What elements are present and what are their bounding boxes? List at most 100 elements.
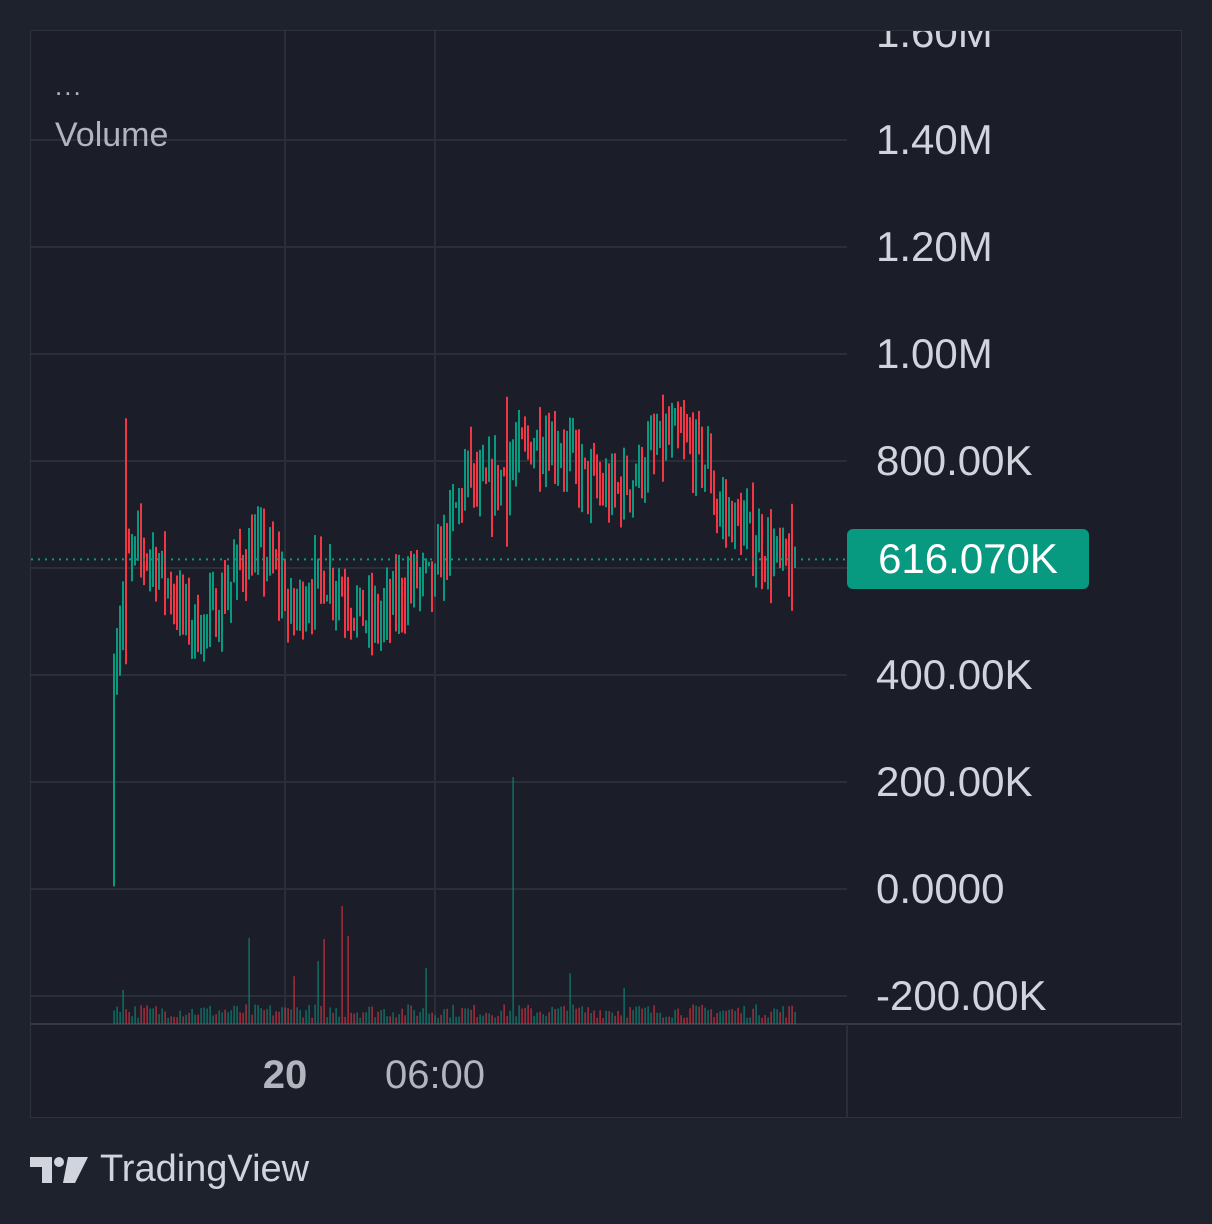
volume-bar bbox=[167, 1017, 169, 1024]
volume-bar bbox=[518, 1005, 520, 1024]
volume-bar bbox=[722, 1010, 724, 1024]
brand[interactable]: TradingView bbox=[30, 1148, 309, 1191]
y-tick-label: 800.00K bbox=[876, 437, 1033, 484]
volume-bar bbox=[737, 1007, 739, 1024]
volume-bar bbox=[614, 1015, 616, 1024]
volume-bar bbox=[644, 1007, 646, 1024]
volume-bar bbox=[476, 1017, 478, 1024]
volume-bar bbox=[317, 961, 319, 1024]
y-tick-label: 200.00K bbox=[876, 758, 1033, 805]
volume-bar bbox=[395, 1017, 397, 1024]
volume-bar bbox=[182, 1016, 184, 1024]
volume-bar bbox=[299, 1010, 301, 1024]
volume-bar bbox=[158, 1014, 160, 1024]
x-tick-label: 20 bbox=[262, 1053, 308, 1097]
volume-bar bbox=[188, 1012, 190, 1024]
volume-bar bbox=[689, 1008, 691, 1024]
chart-frame[interactable]: ... Volume 1.60M 1.40M 1.20M 1.00M 800.00K 40… bbox=[30, 30, 1182, 1118]
volume-bar bbox=[128, 1011, 130, 1024]
volume-bar bbox=[200, 1007, 202, 1024]
volume-bar bbox=[731, 1009, 733, 1024]
volume-bar bbox=[488, 1013, 490, 1024]
volume-bar bbox=[146, 1005, 148, 1024]
volume-bar bbox=[698, 1006, 700, 1024]
volume-bar bbox=[647, 1006, 649, 1024]
volume-bar bbox=[554, 1009, 556, 1024]
volume-bar bbox=[389, 1016, 391, 1024]
volume-bar bbox=[704, 1007, 706, 1024]
volume-bar bbox=[473, 1004, 475, 1024]
volume-bar bbox=[413, 1010, 415, 1024]
volume-bar bbox=[377, 1011, 379, 1024]
volume-bar bbox=[545, 1015, 547, 1024]
volume-bar bbox=[272, 1015, 274, 1024]
volume-bar bbox=[497, 1015, 499, 1024]
volume-bar bbox=[446, 1008, 448, 1024]
volume-bar bbox=[290, 1009, 292, 1024]
volume-bar bbox=[749, 1017, 751, 1024]
volume-bar bbox=[620, 1015, 622, 1024]
volume-bar bbox=[398, 1014, 400, 1024]
volume-bar bbox=[212, 1015, 214, 1024]
legend-title: Volume bbox=[55, 116, 169, 154]
volume-bar bbox=[617, 1011, 619, 1024]
volume-bar bbox=[224, 1009, 226, 1024]
volume-bar bbox=[452, 1004, 454, 1024]
volume-bar bbox=[362, 1012, 364, 1024]
volume-bar bbox=[533, 1015, 535, 1024]
volume-bar bbox=[494, 1017, 496, 1024]
volume-bar bbox=[260, 1008, 262, 1024]
volume-bar bbox=[245, 1004, 247, 1024]
volume-bar bbox=[191, 1008, 193, 1024]
volume-bar bbox=[626, 1017, 628, 1024]
volume-bar bbox=[719, 1011, 721, 1024]
volume-bar bbox=[656, 1012, 658, 1024]
volume-bar bbox=[287, 1008, 289, 1024]
volume-bar bbox=[185, 1014, 187, 1024]
volume-bar bbox=[311, 1017, 313, 1024]
volume-bar bbox=[320, 1005, 322, 1024]
y-tick-label: 0.0000 bbox=[876, 865, 1005, 912]
volume-bar bbox=[542, 1014, 544, 1024]
volume-bar bbox=[509, 1010, 511, 1024]
volume-bar bbox=[323, 938, 325, 1024]
volume-bar bbox=[611, 1012, 613, 1024]
volume-bar bbox=[725, 1010, 727, 1024]
volume-bar bbox=[227, 1012, 229, 1024]
legend-menu-dots[interactable]: ... bbox=[55, 71, 83, 101]
volume-bar bbox=[659, 1012, 661, 1024]
volume-bar bbox=[194, 1014, 196, 1024]
volume-bar bbox=[233, 1005, 235, 1024]
volume-bar bbox=[557, 1008, 559, 1024]
volume-bar bbox=[482, 1015, 484, 1024]
volume-bar bbox=[677, 1008, 679, 1024]
volume-bar bbox=[254, 1004, 256, 1024]
chart-plot[interactable] bbox=[31, 31, 1182, 1118]
volume-bar bbox=[206, 1008, 208, 1024]
volume-bar bbox=[350, 1012, 352, 1024]
volume-bar bbox=[635, 1006, 637, 1024]
volume-bar bbox=[356, 1012, 358, 1024]
volume-bar bbox=[266, 1008, 268, 1024]
volume-bar bbox=[788, 1006, 790, 1024]
volume-bar bbox=[386, 1016, 388, 1024]
volume-bar bbox=[527, 1004, 529, 1024]
volume-bar bbox=[236, 1006, 238, 1024]
volume-bar bbox=[371, 1006, 373, 1024]
volume-bar bbox=[449, 1017, 451, 1024]
y-tick-label: 400.00K bbox=[876, 651, 1033, 698]
volume-bar bbox=[173, 1016, 175, 1024]
volume-bar bbox=[470, 1009, 472, 1024]
volume-bar bbox=[524, 1007, 526, 1024]
volume-bar bbox=[410, 1005, 412, 1024]
volume-bar bbox=[143, 1007, 145, 1024]
volume-bar bbox=[401, 1008, 403, 1024]
volume-bar bbox=[278, 1011, 280, 1024]
volume-bar bbox=[515, 1016, 517, 1024]
volume-bar bbox=[161, 1008, 163, 1024]
y-tick-label: 1.00M bbox=[876, 330, 993, 377]
volume-bar bbox=[479, 1014, 481, 1024]
volume-bar bbox=[179, 1010, 181, 1024]
volume-bar bbox=[242, 1012, 244, 1024]
volume-bar bbox=[701, 1004, 703, 1024]
